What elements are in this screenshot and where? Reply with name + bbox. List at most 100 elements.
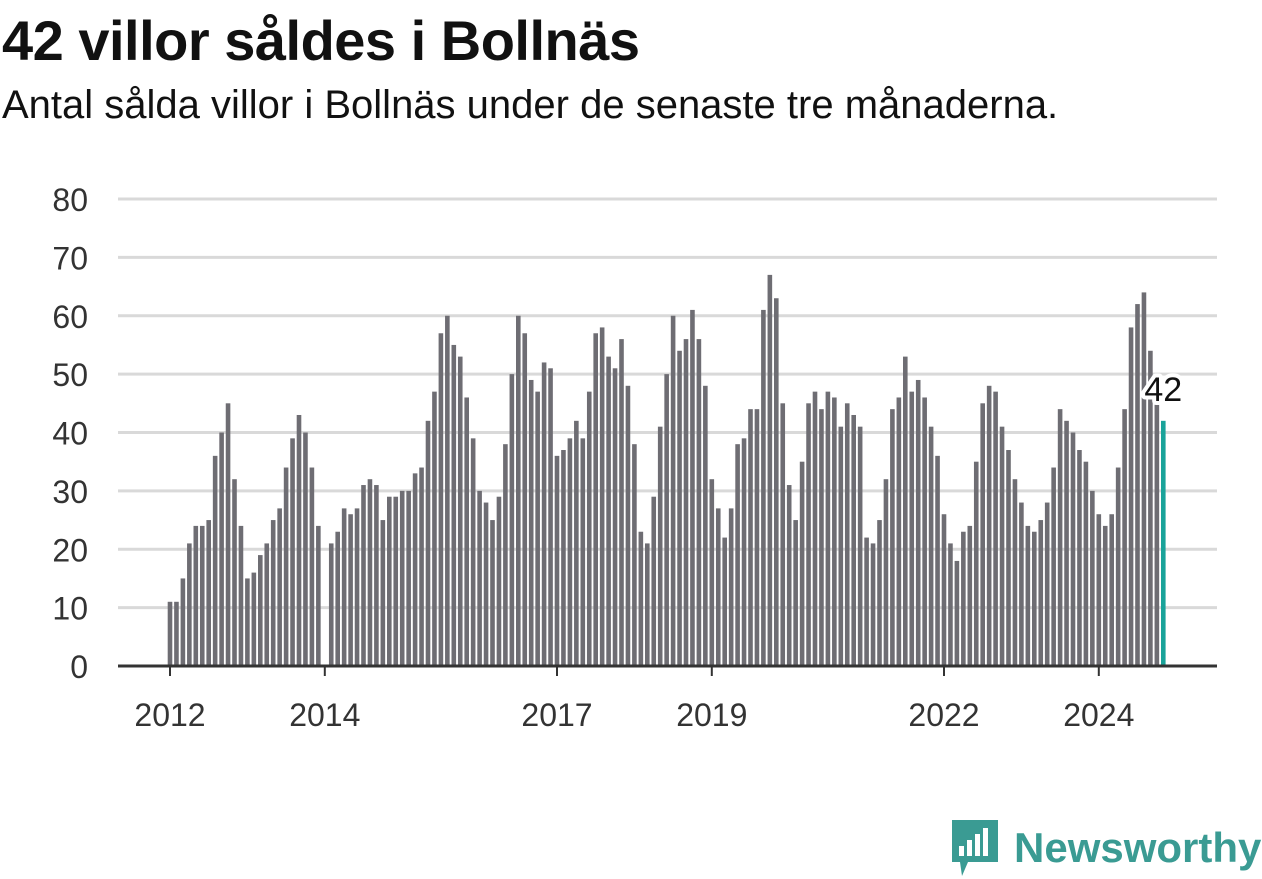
highlight-value-label: 42	[1144, 371, 1182, 409]
bar	[973, 461, 979, 666]
bar	[722, 537, 727, 666]
bar	[503, 444, 508, 666]
bar	[580, 438, 586, 666]
bar	[1109, 514, 1114, 666]
bar	[696, 339, 702, 666]
bar	[599, 327, 605, 666]
bar	[806, 403, 811, 666]
bar	[999, 426, 1005, 666]
bar	[232, 479, 237, 666]
x-tick-label: 2012	[134, 697, 205, 733]
bar	[277, 508, 282, 666]
bar	[748, 409, 753, 666]
bar	[941, 514, 947, 666]
bar	[328, 543, 334, 666]
bar	[638, 531, 644, 666]
bar	[509, 374, 515, 666]
bar	[632, 444, 637, 666]
bar	[786, 485, 792, 666]
y-tick-label: 20	[52, 532, 88, 568]
bar	[451, 344, 457, 666]
bar	[870, 543, 876, 666]
bar	[457, 356, 463, 666]
bar	[477, 490, 482, 666]
x-tick-label: 2019	[676, 697, 747, 733]
bar	[935, 455, 940, 666]
bar	[767, 274, 773, 666]
bar	[896, 397, 902, 666]
bar	[1038, 520, 1044, 666]
bar	[535, 391, 540, 666]
x-tick-label: 2017	[521, 697, 592, 733]
bar	[387, 496, 392, 666]
y-tick-label: 0	[70, 649, 88, 685]
bar	[593, 333, 598, 666]
bar	[1090, 490, 1095, 666]
bar	[780, 403, 786, 666]
bar	[619, 339, 624, 666]
bar	[1057, 409, 1063, 666]
bar	[774, 298, 779, 666]
bar	[554, 455, 560, 666]
x-tick-label: 2024	[1063, 697, 1134, 733]
bar	[574, 420, 579, 666]
bar	[374, 485, 379, 666]
bar	[625, 385, 631, 666]
bar	[1064, 420, 1069, 666]
bar	[341, 508, 347, 666]
bar	[483, 502, 489, 666]
bar	[567, 438, 573, 666]
chart-title: 42 villor såldes i Bollnäs	[2, 9, 640, 72]
y-tick-label: 60	[52, 299, 88, 335]
y-tick-label: 10	[52, 591, 88, 627]
bar	[206, 520, 211, 666]
bar	[586, 391, 592, 666]
brand-name: Newsworthy	[1014, 824, 1262, 871]
bar	[516, 315, 521, 666]
bar	[1006, 450, 1011, 666]
bar	[612, 368, 618, 666]
bar	[864, 537, 869, 666]
bar	[799, 461, 805, 666]
bar	[825, 391, 831, 666]
bar	[399, 490, 405, 666]
bar	[1025, 525, 1031, 666]
bar	[1083, 461, 1089, 666]
bar	[986, 385, 992, 666]
bar	[219, 432, 224, 666]
bar	[645, 543, 650, 666]
bar	[683, 339, 689, 666]
bar	[1135, 304, 1140, 666]
bar	[1096, 514, 1102, 666]
x-tick-label: 2014	[289, 697, 360, 733]
bar	[528, 379, 534, 666]
bar	[715, 508, 721, 666]
bar	[238, 525, 244, 666]
bar	[296, 414, 302, 666]
y-tick-label: 40	[52, 416, 88, 452]
bar	[657, 426, 663, 666]
bar	[316, 525, 321, 666]
bar	[890, 409, 895, 666]
bar	[380, 520, 386, 666]
bar	[677, 350, 682, 666]
bar	[199, 525, 205, 666]
bar	[851, 414, 856, 666]
bar	[735, 444, 740, 666]
bar	[193, 525, 199, 666]
bar	[354, 508, 360, 666]
bar	[877, 520, 882, 666]
bar	[290, 438, 295, 666]
bar	[651, 496, 657, 666]
bar	[258, 555, 263, 666]
bar	[361, 485, 366, 666]
bar	[432, 391, 437, 666]
bar	[1148, 350, 1153, 666]
bar	[703, 385, 708, 666]
bar	[180, 578, 186, 666]
bar	[741, 438, 747, 666]
bar	[954, 560, 960, 666]
bar	[690, 309, 695, 666]
newsworthy-icon	[952, 820, 998, 876]
